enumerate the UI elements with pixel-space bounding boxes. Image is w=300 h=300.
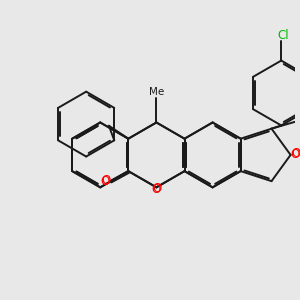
Text: O: O (101, 174, 110, 188)
Text: O: O (152, 183, 161, 196)
Text: O: O (153, 182, 162, 195)
Text: O: O (290, 148, 299, 161)
Text: O: O (292, 147, 300, 161)
Text: Me: Me (149, 87, 164, 97)
Text: Cl: Cl (278, 29, 289, 42)
Text: O: O (100, 175, 109, 188)
